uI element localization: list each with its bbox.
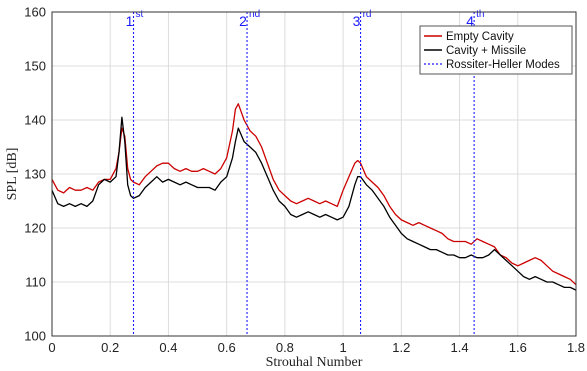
series-line-1 <box>51 116 577 291</box>
y-tick-label: 130 <box>24 167 46 182</box>
x-tick-label: 1.2 <box>392 340 410 355</box>
x-tick-label: 1 <box>339 340 346 355</box>
x-tick-label: 1.4 <box>451 340 469 355</box>
mode-label-suffix: st <box>136 9 144 20</box>
x-tick-label: 0 <box>48 340 55 355</box>
legend-box <box>419 25 573 75</box>
y-tick-label: 110 <box>25 275 46 290</box>
x-tick-label: 1.6 <box>509 340 527 355</box>
mode-label: 4 <box>466 13 474 29</box>
mode-label: 2 <box>239 13 247 29</box>
legend-entry-cavity-missile: Cavity + Missile <box>446 45 526 57</box>
x-tick-labels: 0 0.2 0.4 0.6 0.8 1 1.2 1.4 1.6 1.8 <box>48 340 585 355</box>
x-tick-label: 0.8 <box>276 340 294 355</box>
plot-frame <box>51 11 577 337</box>
x-tick-label: 0.4 <box>159 340 177 355</box>
mode-label-suffix: rd <box>363 9 372 20</box>
legend: Empty Cavity Cavity + Missile Rossiter-H… <box>419 25 573 75</box>
series-line-0 <box>51 103 577 286</box>
x-tick-label: 0.6 <box>218 340 236 355</box>
y-tick-label: 140 <box>24 113 46 128</box>
y-tick-label: 160 <box>24 5 46 20</box>
x-axis-label: Strouhal Number <box>266 355 363 370</box>
x-tick-label: 1.8 <box>567 340 585 355</box>
mode-label: 3 <box>353 13 361 29</box>
mode-label: 1 <box>126 13 134 29</box>
y-tick-label: 100 <box>24 329 46 344</box>
series-layer <box>51 103 577 291</box>
y-tick-label: 150 <box>24 59 46 74</box>
legend-entry-rossiter-heller-modes: Rossiter-Heller Modes <box>446 59 560 71</box>
y-tick-label: 120 <box>24 221 46 236</box>
mode-label-suffix: nd <box>249 9 260 20</box>
y-axis-label: SPL [dB] <box>5 148 20 201</box>
mode-label-suffix: th <box>476 9 484 20</box>
legend-entry-empty-cavity: Empty Cavity <box>446 31 514 43</box>
x-tick-label: 0.2 <box>101 340 119 355</box>
y-tick-labels: 100 110 120 130 140 150 160 <box>24 5 46 344</box>
